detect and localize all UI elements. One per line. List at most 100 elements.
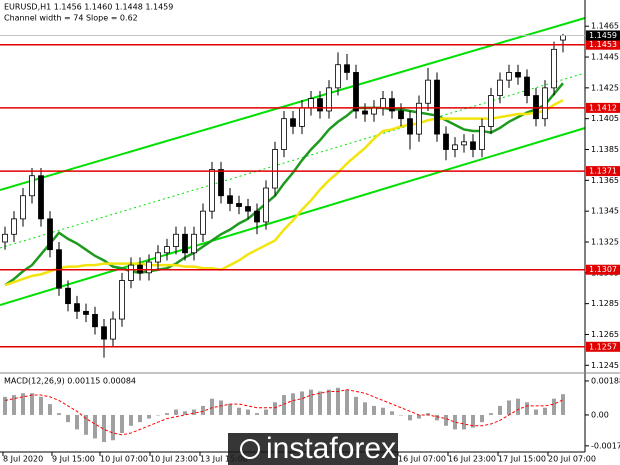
macd-bar <box>282 395 286 415</box>
candle-body <box>137 264 143 274</box>
macd-bar <box>129 414 133 426</box>
y-tick-label: 1.1465 <box>591 22 619 31</box>
candle-body <box>470 141 476 150</box>
moving-average <box>4 82 564 287</box>
candle-body <box>128 264 134 281</box>
candle-body <box>20 195 26 220</box>
watermark: instaforex <box>228 432 398 465</box>
macd-bar <box>372 405 376 415</box>
candle-body <box>146 261 152 274</box>
x-tick-label: 8 Jul 2020 <box>3 455 43 464</box>
macd-bar <box>363 402 367 415</box>
macd-bar <box>102 414 106 443</box>
y-tick-label: 1.1425 <box>591 83 619 92</box>
macd-bar <box>30 393 34 415</box>
macd-bar <box>408 414 412 421</box>
level-label: 1.1371 <box>589 167 617 176</box>
candle-body <box>218 169 224 197</box>
watermark-text: instaforex <box>266 432 396 465</box>
x-tick-label: 10 Jul 07:00 <box>100 455 148 464</box>
level-label-bg <box>586 264 620 275</box>
macd-bar <box>138 414 142 423</box>
macd-bar <box>156 414 160 416</box>
candle-body <box>461 141 467 146</box>
candle-body <box>65 287 71 305</box>
macd-bar <box>228 404 232 415</box>
macd-bar <box>435 414 439 421</box>
macd-bar <box>120 414 124 434</box>
candle-body <box>119 280 125 320</box>
candle-body <box>290 118 296 127</box>
candle-body <box>560 35 566 41</box>
x-tick-label: 9 Jul 15:00 <box>52 455 95 464</box>
watermark-logo <box>240 439 260 459</box>
macd-signal <box>4 389 564 436</box>
level-label-bg <box>586 341 620 352</box>
candle-body <box>317 98 323 112</box>
candle-body <box>173 233 179 248</box>
macd-bar <box>93 414 97 439</box>
y-tick-label: 1.1265 <box>591 330 619 339</box>
level-label-bg <box>586 39 620 50</box>
macd-bar <box>381 407 385 415</box>
macd-bar <box>534 409 538 415</box>
candle-body <box>524 76 530 96</box>
candle-body <box>533 95 539 120</box>
candle-body <box>506 72 512 81</box>
macd-y-tick-label: -0.00171 <box>591 441 620 450</box>
y-tick-label: 1.1325 <box>591 237 619 246</box>
macd-bar <box>201 405 205 415</box>
macd-bar <box>552 398 556 415</box>
macd-bar <box>174 409 178 415</box>
macd-bar <box>327 389 331 415</box>
channel-lower <box>0 127 586 306</box>
candle-body <box>416 102 422 135</box>
x-tick-label: 16 Jul 23:00 <box>448 455 496 464</box>
macd-bar <box>237 407 241 415</box>
macd-bar <box>399 414 403 416</box>
candle-body <box>263 187 269 223</box>
macd-bar <box>291 393 295 415</box>
current-price-bg <box>586 30 620 41</box>
chart-header: EURUSD,H1 1.1456 1.1460 1.1448 1.1459 <box>4 3 173 12</box>
candle-body <box>191 233 197 254</box>
candle-body <box>542 87 548 120</box>
macd-bar <box>75 414 79 430</box>
macd-bar <box>66 414 70 423</box>
current-price-label: 1.1459 <box>589 31 617 40</box>
candle-body <box>56 249 62 289</box>
candle-body <box>551 48 557 89</box>
candle-body <box>488 95 494 127</box>
x-tick-label: 16 Jul 07:00 <box>398 455 446 464</box>
candle-body <box>227 195 233 204</box>
candle-body <box>497 79 503 96</box>
macd-bar <box>471 414 475 428</box>
candle-body <box>245 206 251 212</box>
candle-body <box>362 110 368 115</box>
macd-bar <box>39 396 43 415</box>
macd-y-tick-label: 0.00188 <box>591 376 620 385</box>
macd-bar <box>345 389 349 415</box>
candle-body <box>29 175 35 197</box>
candle-body <box>407 118 413 135</box>
candle-body <box>326 87 332 112</box>
macd-bar <box>246 409 250 415</box>
level-label-bg <box>586 102 620 113</box>
channel-upper <box>0 17 586 191</box>
y-tick-label: 1.1285 <box>591 299 619 308</box>
candle-body <box>92 314 98 328</box>
candle-body <box>38 175 44 220</box>
macd-bar <box>12 395 16 415</box>
channel-middle <box>0 72 586 249</box>
candle-body <box>236 203 242 207</box>
candle-body <box>281 118 287 150</box>
macd-label: MACD(12,26,9) 0.00115 0.00084 <box>4 377 136 386</box>
macd-bar <box>309 389 313 415</box>
macd-bar <box>57 413 61 415</box>
candle-body <box>83 310 89 315</box>
macd-bar <box>147 414 151 419</box>
macd-bar <box>498 405 502 415</box>
candle-body <box>452 144 458 150</box>
candle-body <box>371 107 377 115</box>
